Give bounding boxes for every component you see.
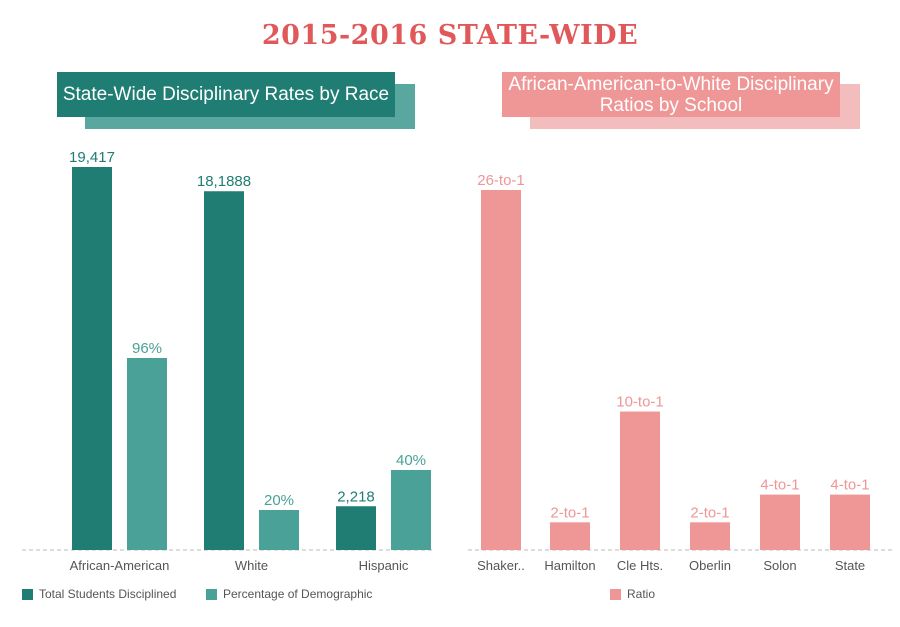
data-label-ratio-1: 2-to-1 <box>550 504 589 521</box>
bar-ratio-0 <box>481 190 521 550</box>
page-title: 2015-2016 STATE-WIDE <box>261 20 639 51</box>
legend-percent-label: Percentage of Demographic <box>223 587 373 601</box>
data-label-percent-2: 40% <box>396 452 426 469</box>
x-tick-right-2: Cle Hts. <box>617 558 663 573</box>
data-label-ratio-3: 2-to-1 <box>690 504 729 521</box>
x-tick-right-1: Hamilton <box>544 558 595 573</box>
data-label-total-0: 19,417 <box>69 149 115 166</box>
bar-percent-0 <box>127 358 167 550</box>
data-label-total-1: 18,1888 <box>197 173 251 190</box>
legend-total-label: Total Students Disciplined <box>39 587 177 601</box>
bar-ratio-5 <box>830 494 870 550</box>
left-chart-title: State-Wide Disciplinary Rates by Race <box>57 72 395 117</box>
data-label-total-2: 2,218 <box>337 488 375 505</box>
x-tick-right-4: Solon <box>763 558 796 573</box>
data-label-ratio-4: 4-to-1 <box>760 477 799 494</box>
data-label-ratio-0: 26-to-1 <box>477 172 525 189</box>
bar-ratio-1 <box>550 522 590 550</box>
data-label-percent-0: 96% <box>132 340 162 357</box>
data-label-ratio-5: 4-to-1 <box>830 477 869 494</box>
x-tick-left-2: Hispanic <box>359 558 409 573</box>
data-label-percent-1: 20% <box>264 492 294 509</box>
legend-ratio-label: Ratio <box>627 587 656 601</box>
bar-ratio-2 <box>620 411 660 550</box>
legend-total-swatch <box>22 588 33 600</box>
bar-total-1 <box>204 191 244 550</box>
legend-total: Total Students Disciplined <box>22 587 176 601</box>
x-tick-right-3: Oberlin <box>689 558 731 573</box>
legend-percent: Percentage of Demographic <box>206 587 372 601</box>
x-tick-left-0: African-American <box>70 558 170 573</box>
bar-total-2 <box>336 506 376 550</box>
legend-percent-swatch <box>206 588 217 600</box>
bar-percent-2 <box>391 470 431 550</box>
legend-ratio: Ratio <box>610 587 655 601</box>
bar-total-0 <box>72 167 112 550</box>
data-label-ratio-2: 10-to-1 <box>616 394 664 411</box>
bar-ratio-3 <box>690 522 730 550</box>
x-tick-right-0: Shaker.. <box>477 558 525 573</box>
bar-ratio-4 <box>760 494 800 550</box>
right-chart-title: African-American-to-White Disciplinary R… <box>502 72 840 117</box>
legend-ratio-swatch <box>610 588 621 600</box>
x-tick-left-1: White <box>235 558 268 573</box>
bar-percent-1 <box>259 510 299 550</box>
x-tick-right-5: State <box>835 558 865 573</box>
